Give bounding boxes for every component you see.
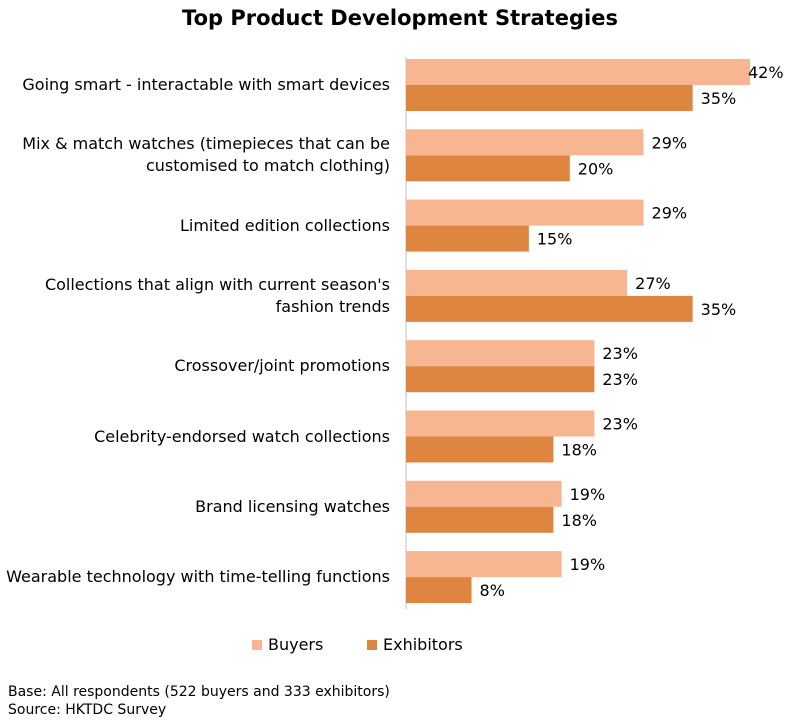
category-label: Wearable technology with time-telling fu…: [6, 567, 390, 587]
bar-exhibitors: [406, 225, 529, 252]
category-label: Mix & match watches (timepieces that can…: [22, 134, 390, 176]
bar-buyers: [406, 199, 644, 226]
chart-title: Top Product Development Strategies: [182, 6, 618, 30]
data-label-buyers: 42%: [748, 63, 784, 82]
category-label: Going smart - interactable with smart de…: [22, 75, 390, 94]
category-label: Brand licensing watches: [195, 496, 390, 516]
category-label: Limited edition collections: [179, 215, 390, 235]
bar-exhibitors: [406, 436, 554, 463]
data-label-buyers: 19%: [570, 485, 606, 504]
data-label-buyers: 29%: [652, 204, 688, 223]
bar-exhibitors: [406, 577, 472, 604]
data-label-exhibitors: 18%: [561, 441, 597, 460]
base-note: Base: All respondents (522 buyers and 33…: [8, 684, 390, 700]
bar-buyers: [406, 340, 595, 367]
legend-swatch-buyers: [252, 640, 262, 650]
legend-label-buyers: Buyers: [268, 635, 324, 654]
data-label-exhibitors: 35%: [701, 300, 737, 319]
data-label-exhibitors: 35%: [701, 89, 737, 108]
data-label-exhibitors: 15%: [537, 230, 573, 249]
category-label: Crossover/joint promotions: [174, 356, 390, 376]
data-label-buyers: 29%: [652, 133, 688, 152]
bar-exhibitors: [406, 506, 554, 533]
source-note: Source: HKTDC Survey: [8, 702, 167, 718]
bar-buyers: [406, 410, 595, 437]
bar-exhibitors: [406, 295, 693, 322]
data-label-buyers: 23%: [602, 415, 638, 434]
bar-exhibitors: [406, 85, 693, 111]
bar-buyers: [406, 129, 644, 156]
category-label: Celebrity-endorsed watch collections: [94, 426, 390, 446]
data-label-exhibitors: 18%: [561, 511, 597, 530]
data-label-exhibitors: 23%: [602, 370, 638, 389]
bar-exhibitors: [406, 155, 570, 182]
category-label: Collections that align with current seas…: [44, 274, 390, 316]
bar-buyers: [406, 59, 750, 85]
legend-swatch-exhibitors: [367, 640, 377, 650]
data-label-buyers: 23%: [602, 344, 638, 363]
bar-buyers: [406, 269, 628, 296]
bar-buyers: [406, 551, 562, 578]
data-label-exhibitors: 8%: [480, 581, 505, 600]
data-label-exhibitors: 20%: [578, 159, 614, 178]
data-label-buyers: 19%: [570, 555, 606, 574]
data-label-buyers: 27%: [635, 274, 671, 293]
legend-label-exhibitors: Exhibitors: [383, 635, 463, 654]
bar-buyers: [406, 480, 562, 507]
bar-exhibitors: [406, 366, 595, 393]
